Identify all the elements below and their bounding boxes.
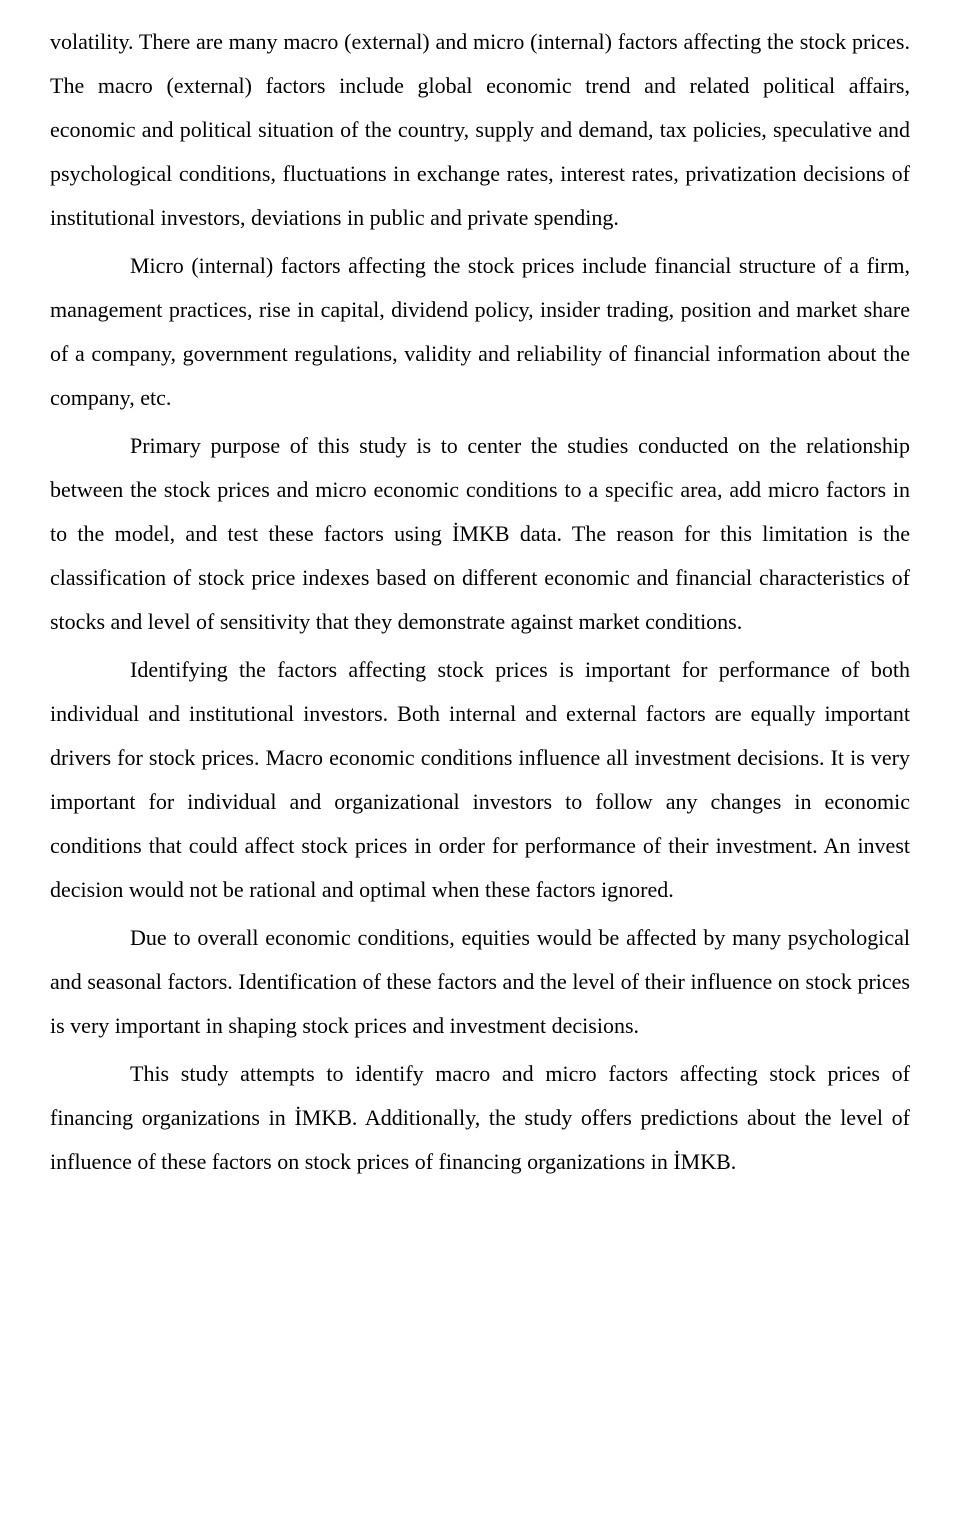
paragraph-4: Identifying the factors affecting stock … (50, 648, 910, 912)
paragraph-5: Due to overall economic conditions, equi… (50, 916, 910, 1048)
paragraph-1: volatility. There are many macro (extern… (50, 20, 910, 240)
paragraph-3: Primary purpose of this study is to cent… (50, 424, 910, 644)
paragraph-2: Micro (internal) factors affecting the s… (50, 244, 910, 420)
paragraph-6: This study attempts to identify macro an… (50, 1052, 910, 1184)
document-body: volatility. There are many macro (extern… (50, 20, 910, 1184)
